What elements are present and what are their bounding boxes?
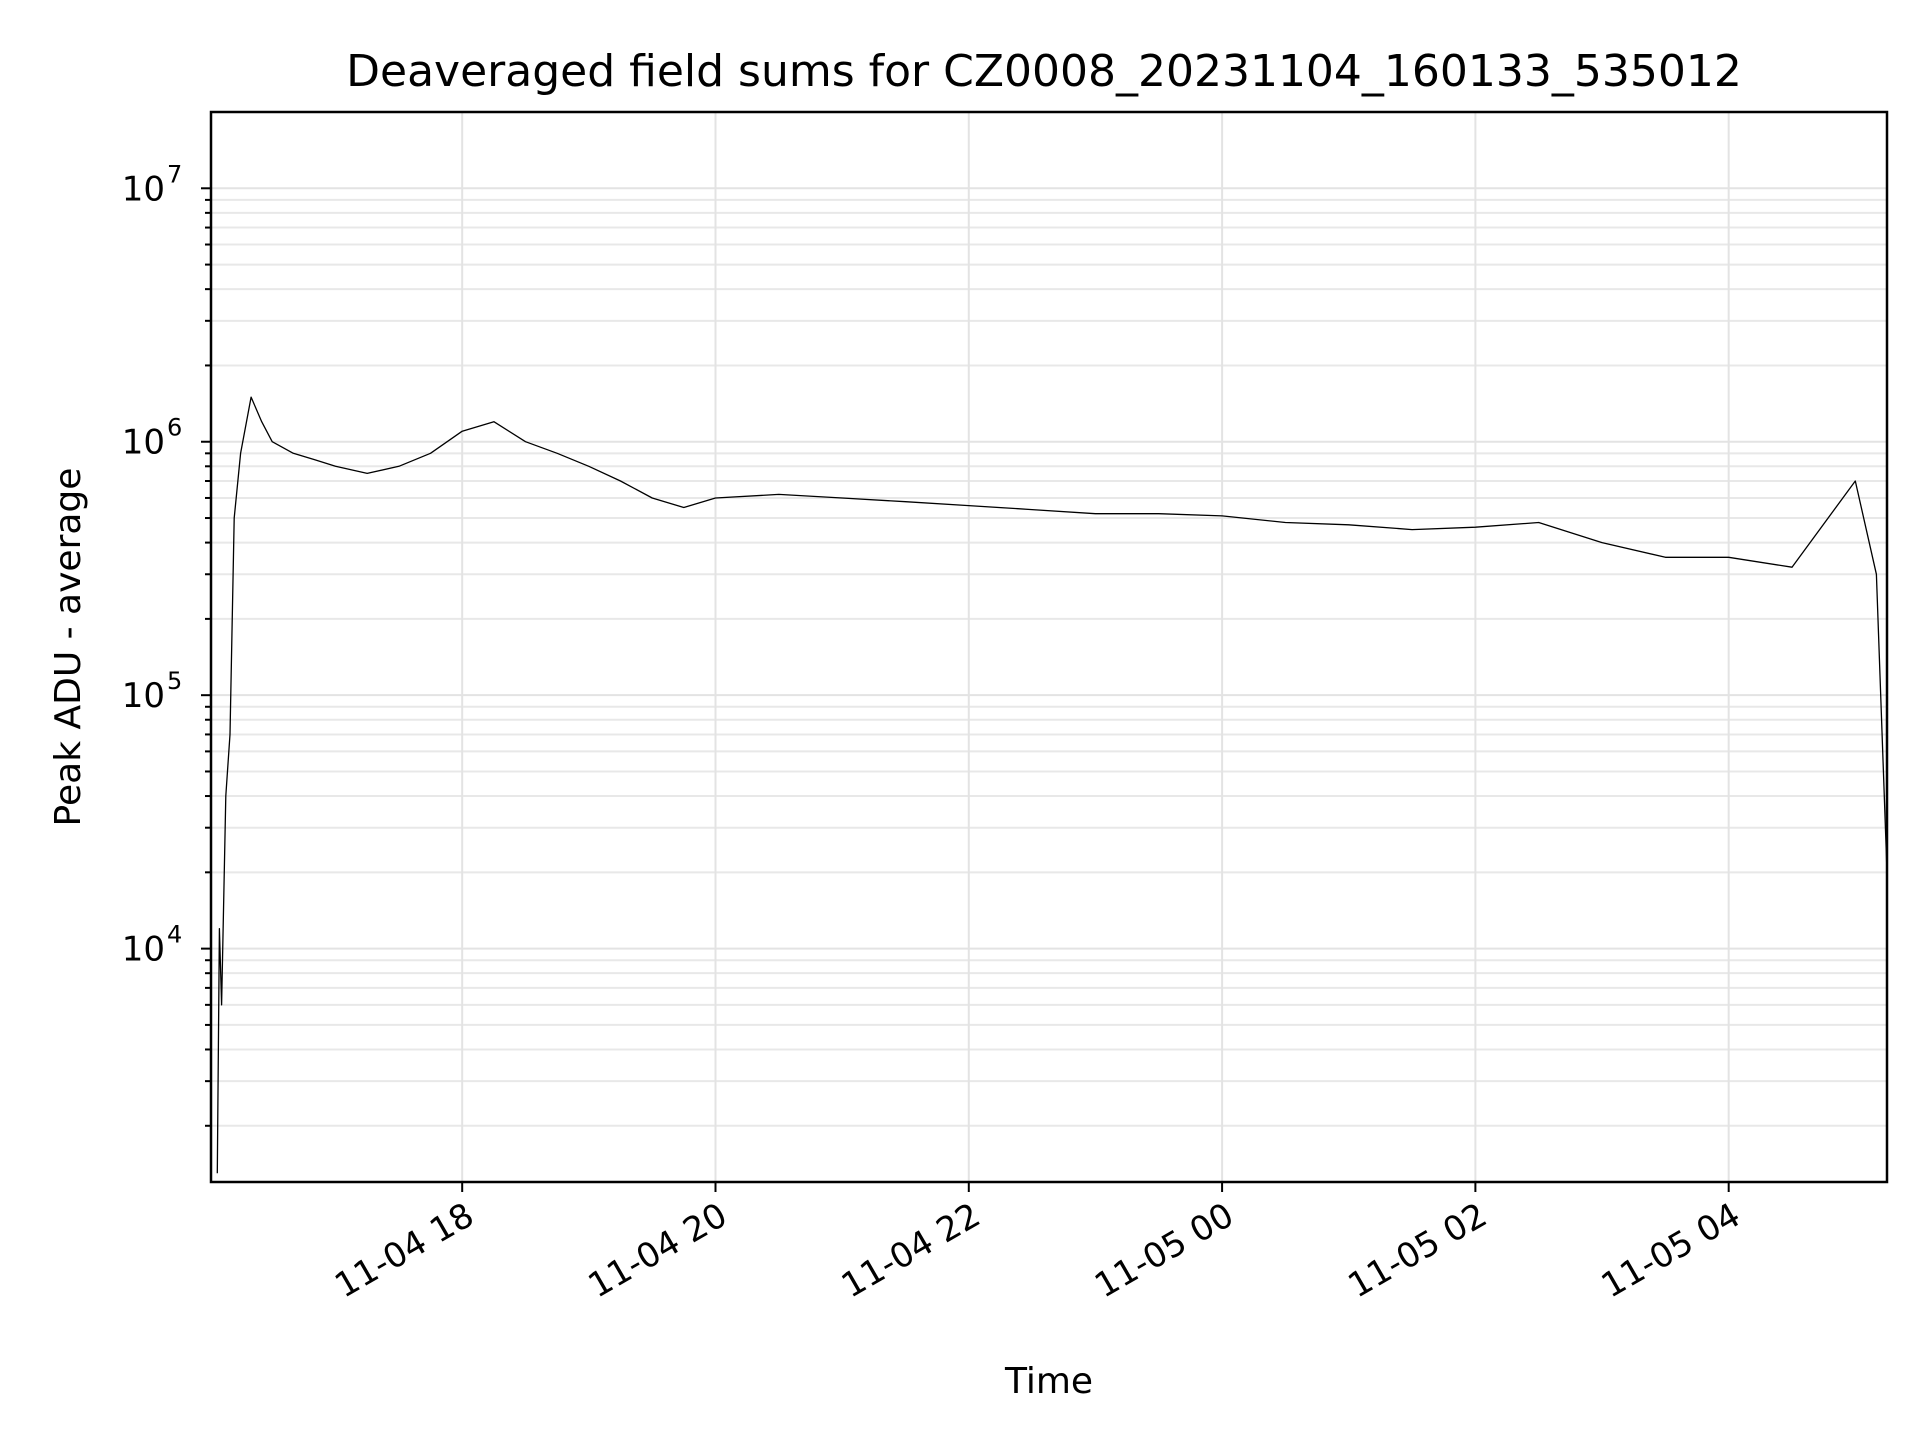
y-tick-label: 10 [122,676,165,716]
series-layer [216,396,1888,1174]
y-tick-exponent: 5 [167,667,182,695]
x-tick-label: 11-05 00 [1088,1195,1240,1306]
x-tick-label: 11-05 02 [1341,1195,1493,1306]
y-tick-exponent: 6 [167,414,182,442]
y-tick-exponent: 4 [167,921,182,949]
x-axis-label: Time [1004,1361,1093,1402]
x-tick-label: 11-04 18 [328,1195,480,1306]
x-tick-label: 11-05 04 [1595,1195,1747,1306]
y-tick-label: 10 [122,169,165,209]
y-tick-label: 10 [122,423,165,463]
y-axis-label: Peak ADU - average [48,468,89,827]
grid-layer [211,112,1887,1182]
chart-title: Deaveraged field sums for CZ0008_2023110… [346,46,1742,97]
x-tick-label: 11-04 20 [582,1195,734,1306]
x-tick-label: 11-04 22 [835,1195,987,1306]
series-line [216,396,1888,1174]
y-tick-exponent: 7 [167,160,182,188]
plot-frame [209,110,1889,1184]
y-tick-label: 10 [122,930,165,970]
